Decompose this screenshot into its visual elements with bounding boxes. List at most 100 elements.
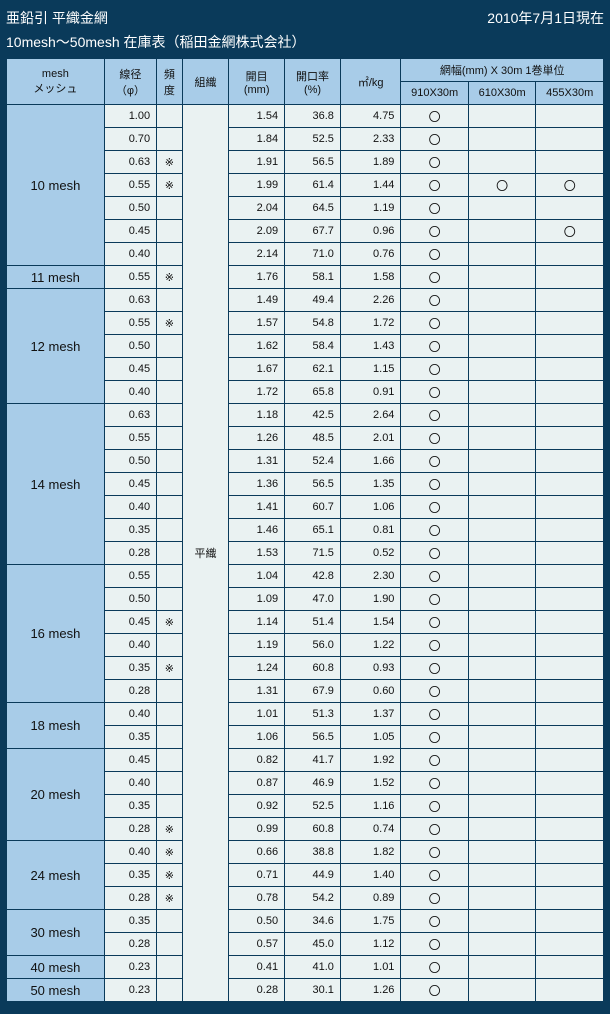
cell-frequency: ※ bbox=[157, 864, 183, 887]
cell-width-w2 bbox=[468, 910, 535, 933]
cell-diameter: 0.28 bbox=[104, 680, 156, 703]
cell-width-w2 bbox=[468, 358, 535, 381]
cell-width-w1: 〇 bbox=[401, 496, 468, 519]
cell-rate: 51.4 bbox=[285, 611, 341, 634]
cell-opening: 1.67 bbox=[229, 358, 285, 381]
cell-opening: 1.46 bbox=[229, 519, 285, 542]
mesh-label: 14 mesh bbox=[7, 404, 105, 565]
cell-diameter: 0.40 bbox=[104, 496, 156, 519]
cell-mkg: 1.72 bbox=[340, 312, 401, 335]
cell-frequency: ※ bbox=[157, 657, 183, 680]
cell-opening: 0.78 bbox=[229, 887, 285, 910]
cell-width-w3 bbox=[536, 450, 604, 473]
cell-diameter: 1.00 bbox=[104, 105, 156, 128]
col-mesh: mesh メッシュ bbox=[7, 59, 105, 105]
cell-width-w1: 〇 bbox=[401, 427, 468, 450]
cell-rate: 60.7 bbox=[285, 496, 341, 519]
cell-frequency bbox=[157, 749, 183, 772]
cell-opening: 1.04 bbox=[229, 565, 285, 588]
cell-rate: 38.8 bbox=[285, 841, 341, 864]
cell-width-w3 bbox=[536, 404, 604, 427]
page-date: 2010年7月1日現在 bbox=[487, 8, 604, 28]
cell-mkg: 1.26 bbox=[340, 979, 401, 1002]
cell-mkg: 1.44 bbox=[340, 174, 401, 197]
cell-width-w3 bbox=[536, 841, 604, 864]
cell-frequency bbox=[157, 381, 183, 404]
cell-rate: 47.0 bbox=[285, 588, 341, 611]
cell-mkg: 2.26 bbox=[340, 289, 401, 312]
cell-opening: 1.53 bbox=[229, 542, 285, 565]
cell-width-w3 bbox=[536, 910, 604, 933]
cell-opening: 1.91 bbox=[229, 151, 285, 174]
cell-width-w3 bbox=[536, 634, 604, 657]
cell-width-w2 bbox=[468, 519, 535, 542]
cell-frequency bbox=[157, 404, 183, 427]
cell-width-w3 bbox=[536, 726, 604, 749]
table-row: 40 mesh0.230.4141.01.01〇 bbox=[7, 956, 604, 979]
cell-opening: 0.87 bbox=[229, 772, 285, 795]
cell-mkg: 0.89 bbox=[340, 887, 401, 910]
cell-diameter: 0.40 bbox=[104, 703, 156, 726]
cell-diameter: 0.35 bbox=[104, 795, 156, 818]
cell-opening: 0.82 bbox=[229, 749, 285, 772]
cell-frequency bbox=[157, 565, 183, 588]
cell-width-w2 bbox=[468, 887, 535, 910]
cell-mkg: 1.52 bbox=[340, 772, 401, 795]
cell-frequency bbox=[157, 795, 183, 818]
table-row: 18 mesh0.401.0151.31.37〇 bbox=[7, 703, 604, 726]
cell-frequency: ※ bbox=[157, 174, 183, 197]
cell-rate: 60.8 bbox=[285, 818, 341, 841]
cell-opening: 0.92 bbox=[229, 795, 285, 818]
cell-width-w3 bbox=[536, 795, 604, 818]
cell-width-w1: 〇 bbox=[401, 197, 468, 220]
cell-width-w1: 〇 bbox=[401, 105, 468, 128]
cell-opening: 1.24 bbox=[229, 657, 285, 680]
cell-rate: 54.8 bbox=[285, 312, 341, 335]
cell-frequency bbox=[157, 726, 183, 749]
cell-rate: 44.9 bbox=[285, 864, 341, 887]
cell-width-w1: 〇 bbox=[401, 864, 468, 887]
cell-frequency bbox=[157, 105, 183, 128]
table-row: 24 mesh0.40※0.6638.81.82〇 bbox=[7, 841, 604, 864]
cell-frequency bbox=[157, 450, 183, 473]
cell-mkg: 1.54 bbox=[340, 611, 401, 634]
cell-width-w1: 〇 bbox=[401, 312, 468, 335]
cell-frequency bbox=[157, 427, 183, 450]
cell-diameter: 0.23 bbox=[104, 979, 156, 1002]
mesh-label: 18 mesh bbox=[7, 703, 105, 749]
cell-width-w3 bbox=[536, 105, 604, 128]
mesh-label: 20 mesh bbox=[7, 749, 105, 841]
mesh-label: 24 mesh bbox=[7, 841, 105, 910]
cell-mkg: 1.22 bbox=[340, 634, 401, 657]
cell-opening: 1.41 bbox=[229, 496, 285, 519]
cell-diameter: 0.50 bbox=[104, 588, 156, 611]
cell-opening: 1.31 bbox=[229, 680, 285, 703]
cell-frequency bbox=[157, 519, 183, 542]
cell-width-w2: 〇 bbox=[468, 174, 535, 197]
cell-width-w3 bbox=[536, 703, 604, 726]
cell-rate: 54.2 bbox=[285, 887, 341, 910]
cell-width-w1: 〇 bbox=[401, 450, 468, 473]
cell-diameter: 0.55 bbox=[104, 266, 156, 289]
cell-mkg: 1.05 bbox=[340, 726, 401, 749]
cell-width-w3 bbox=[536, 335, 604, 358]
cell-diameter: 0.55 bbox=[104, 427, 156, 450]
cell-frequency: ※ bbox=[157, 887, 183, 910]
cell-opening: 1.62 bbox=[229, 335, 285, 358]
col-org: 組織 bbox=[182, 59, 229, 105]
cell-opening: 1.14 bbox=[229, 611, 285, 634]
cell-width-w3 bbox=[536, 611, 604, 634]
cell-width-w3 bbox=[536, 358, 604, 381]
cell-width-w1: 〇 bbox=[401, 266, 468, 289]
cell-diameter: 0.45 bbox=[104, 220, 156, 243]
cell-frequency bbox=[157, 910, 183, 933]
cell-mkg: 0.91 bbox=[340, 381, 401, 404]
mesh-label: 11 mesh bbox=[7, 266, 105, 289]
cell-mkg: 1.82 bbox=[340, 841, 401, 864]
table-row: 20 mesh0.450.8241.71.92〇 bbox=[7, 749, 604, 772]
cell-width-w1: 〇 bbox=[401, 887, 468, 910]
cell-frequency: ※ bbox=[157, 312, 183, 335]
cell-opening: 1.19 bbox=[229, 634, 285, 657]
cell-frequency: ※ bbox=[157, 151, 183, 174]
cell-diameter: 0.35 bbox=[104, 519, 156, 542]
